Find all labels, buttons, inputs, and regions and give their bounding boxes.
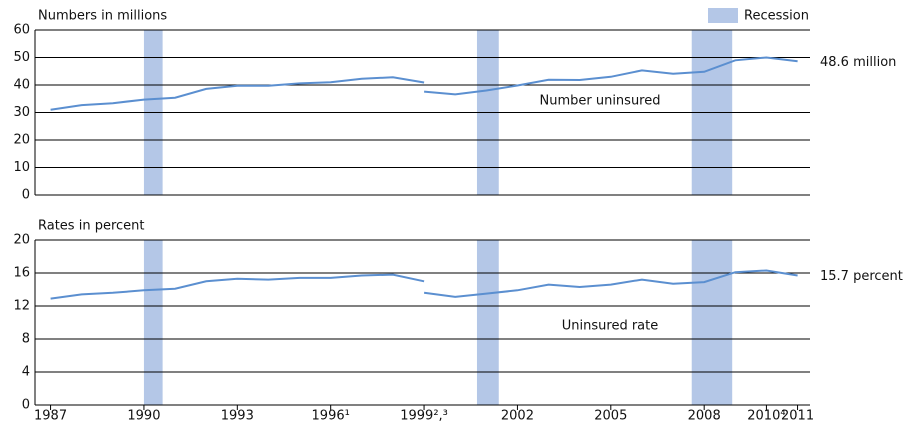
y-tick-label: 12	[13, 299, 30, 314]
y-tick-label: 4	[22, 365, 30, 380]
y-tick-label: 50	[13, 50, 30, 65]
x-tick-label: 1999²,³	[400, 409, 448, 423]
y-tick-label: 60	[13, 23, 30, 38]
y-tick-label: 0	[22, 398, 30, 413]
recession-band	[143, 240, 163, 405]
recession-band	[476, 240, 499, 405]
y-tick-label: 30	[13, 105, 30, 120]
y-tick-label: 16	[13, 266, 30, 281]
x-tick-label: 2005	[594, 409, 627, 423]
x-tick-label: 2010⁴	[747, 409, 785, 423]
y-tick-label: 8	[22, 332, 30, 347]
y-tick-label: 0	[22, 188, 30, 203]
y-tick-label: 20	[13, 133, 30, 148]
y-tick-label: 40	[13, 78, 30, 93]
series-label: Number uninsured	[539, 94, 660, 109]
x-tick-label: 2002	[501, 409, 534, 423]
x-tick-label: 1987	[34, 409, 67, 423]
series-label: Uninsured rate	[562, 319, 658, 334]
y-tick-label: 10	[13, 160, 30, 175]
legend-swatch	[708, 8, 738, 23]
x-tick-label: 1990	[127, 409, 160, 423]
x-tick-label: 2011	[781, 409, 814, 423]
axis-title: Rates in percent	[38, 219, 145, 234]
axis-title: Numbers in millions	[38, 9, 167, 24]
x-tick-label: 2008	[688, 409, 721, 423]
y-tick-label: 20	[13, 233, 30, 248]
x-tick-label: 1996¹	[312, 409, 350, 423]
end-label: 15.7 percent	[820, 269, 903, 284]
data-line	[50, 56, 798, 111]
data-line	[50, 269, 798, 300]
recession-band	[691, 240, 733, 405]
end-label: 48.6 million	[820, 55, 896, 70]
x-tick-label: 1993	[221, 409, 254, 423]
legend-label: Recession	[744, 9, 809, 24]
